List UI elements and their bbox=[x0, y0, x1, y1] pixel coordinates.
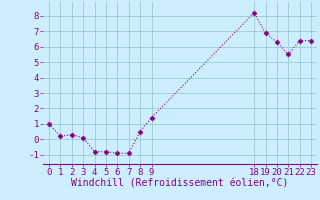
X-axis label: Windchill (Refroidissement éolien,°C): Windchill (Refroidissement éolien,°C) bbox=[71, 179, 289, 189]
